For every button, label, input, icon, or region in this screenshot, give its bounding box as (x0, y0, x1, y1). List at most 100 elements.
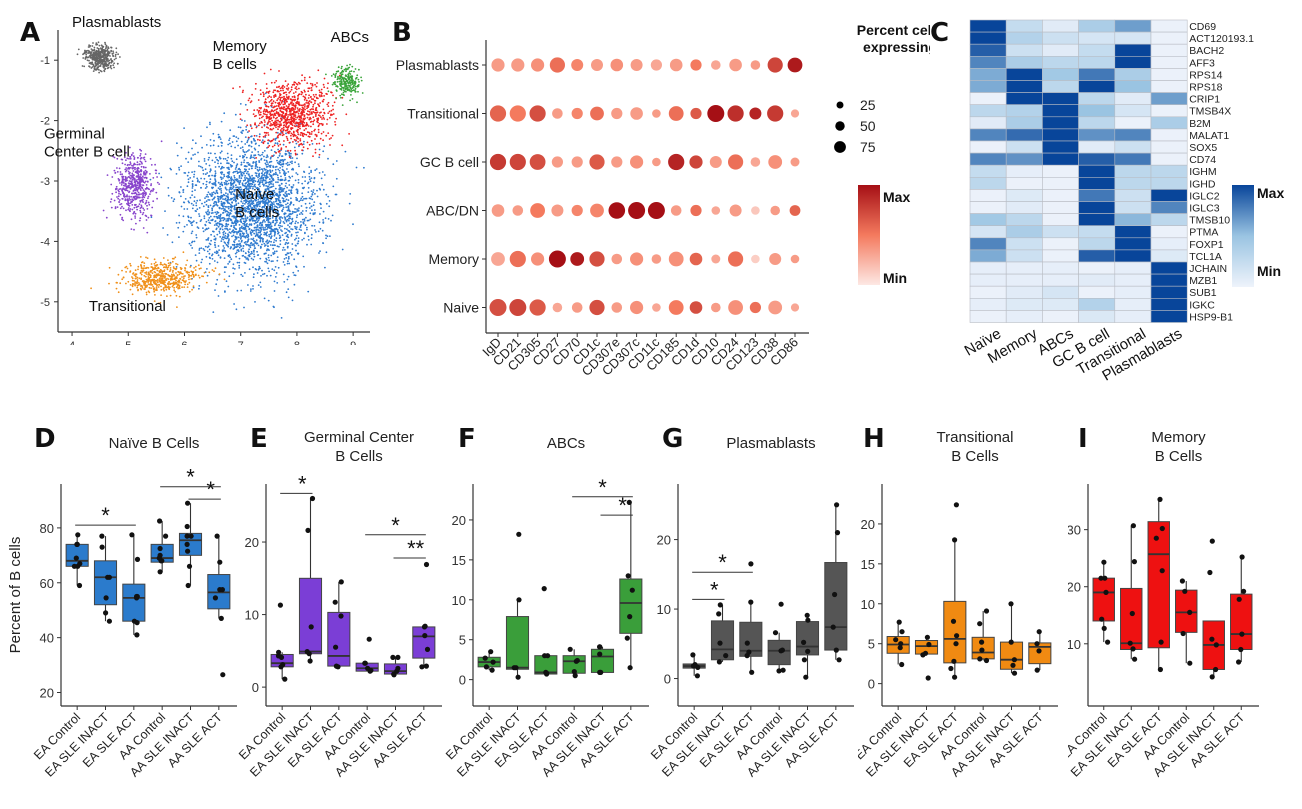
scatter-point (131, 167, 134, 169)
scatter-point (262, 226, 264, 229)
scatter-point (285, 135, 288, 138)
scatter-point (296, 98, 299, 101)
scatter-point (241, 146, 244, 149)
scatter-point (306, 141, 309, 144)
scatter-point (290, 137, 292, 140)
scatter-point (235, 308, 238, 311)
scatter-point (131, 279, 134, 282)
scatter-point (217, 133, 220, 136)
scatter-point (178, 273, 181, 276)
scatter-point (185, 264, 188, 266)
scatter-point (276, 245, 279, 248)
scatter-point (272, 305, 275, 308)
scatter-point (271, 113, 274, 116)
scatter-point (324, 217, 327, 220)
scatter-point (193, 267, 196, 269)
scatter-point (349, 99, 351, 102)
scatter-point (257, 151, 260, 153)
scatter-point (270, 201, 273, 204)
scatter-point (218, 135, 221, 138)
scatter-point (129, 174, 132, 177)
scatter-point (186, 259, 189, 262)
scatter-point (133, 179, 136, 181)
scatter-point (290, 201, 293, 204)
scatter-point (279, 172, 281, 174)
scatter-point (304, 90, 306, 93)
scatter-point (268, 191, 270, 194)
scatter-point (127, 207, 130, 209)
scatter-point (272, 127, 275, 130)
scatter-point (198, 285, 201, 287)
scatter-point (119, 182, 121, 184)
scatter-point (140, 204, 143, 207)
scatter-point (224, 183, 226, 186)
scatter-point (218, 230, 221, 233)
scatter-point (286, 202, 289, 205)
scatter-point (276, 159, 278, 162)
scatter-point (252, 243, 254, 245)
scatter-point (266, 113, 268, 116)
scatter-point (207, 206, 210, 209)
panel-label-i: I (1078, 424, 1088, 454)
scatter-point (318, 156, 321, 159)
scatter-point (290, 228, 292, 230)
scatter-point (285, 206, 288, 209)
scatter-point (185, 157, 187, 160)
scatter-point (242, 247, 244, 250)
scatter-point (142, 180, 145, 182)
scatter-point (228, 168, 231, 171)
scatter-point (244, 195, 246, 197)
scatter-point (293, 81, 296, 84)
scatter-point (214, 170, 217, 173)
scatter-point (301, 149, 303, 152)
scatter-point (136, 163, 139, 166)
scatter-point (175, 266, 178, 268)
scatter-point (250, 127, 253, 130)
scatter-point (271, 190, 274, 193)
scatter-point (274, 93, 277, 96)
scatter-point (300, 229, 302, 232)
scatter-point (303, 220, 306, 222)
scatter-point (87, 46, 90, 48)
scatter-point (337, 75, 339, 78)
scatter-point (150, 164, 153, 166)
scatter-point (286, 278, 289, 281)
scatter-point (276, 123, 278, 125)
scatter-point (312, 111, 315, 113)
scatter-point (104, 43, 107, 46)
scatter-point (313, 201, 316, 204)
scatter-point (278, 126, 281, 128)
scatter-point (250, 200, 253, 202)
scatter-point (263, 203, 266, 206)
scatter-point (341, 65, 343, 68)
scatter-point (246, 200, 249, 203)
scatter-point (229, 129, 232, 132)
scatter-point (227, 205, 230, 208)
scatter-point (270, 226, 273, 228)
scatter-point (281, 249, 284, 251)
scatter-point (115, 191, 117, 194)
scatter-point (137, 289, 139, 292)
scatter-point (270, 123, 272, 125)
scatter-point (266, 274, 268, 277)
scatter-point (249, 246, 252, 249)
scatter-point (283, 187, 286, 190)
scatter-point (299, 226, 302, 229)
scatter-point (272, 138, 275, 141)
scatter-point (234, 252, 237, 255)
scatter-point (135, 273, 138, 276)
scatter-point (293, 138, 296, 141)
scatter-point (222, 245, 225, 247)
scatter-point (232, 179, 235, 182)
scatter-point (257, 99, 260, 101)
scatter-point (176, 142, 178, 145)
scatter-point (267, 199, 270, 202)
scatter-point (285, 105, 288, 107)
scatter-point (279, 87, 282, 90)
scatter-point (124, 168, 127, 171)
scatter-point (145, 271, 148, 273)
scatter-point (119, 213, 122, 216)
scatter-point (292, 204, 295, 206)
scatter-point (266, 161, 268, 164)
scatter-point (323, 174, 326, 176)
